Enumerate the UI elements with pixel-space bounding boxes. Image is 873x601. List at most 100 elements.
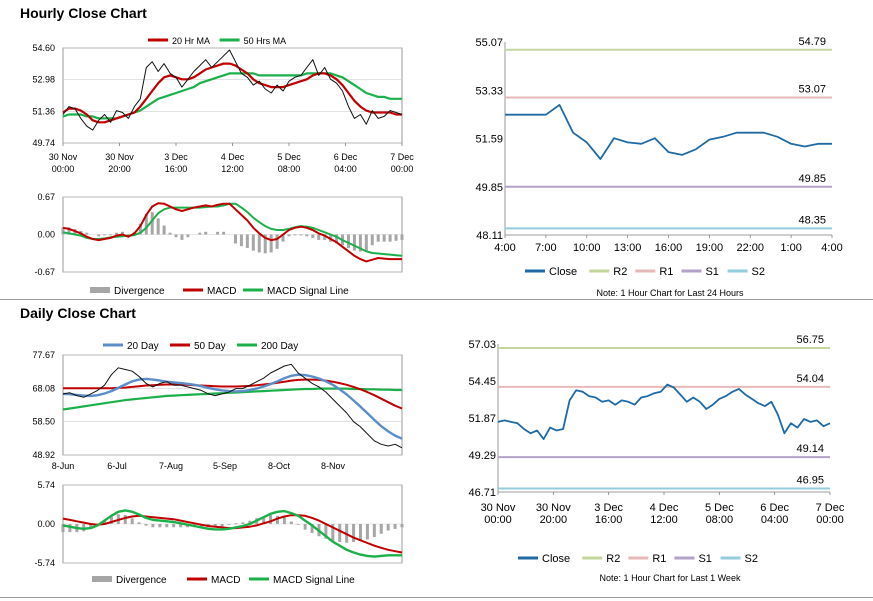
y-tick-label: 49.85 [475, 182, 503, 194]
divergence-bar [168, 232, 172, 235]
divergence-bar [376, 234, 380, 242]
legend-label-macd: MACD [207, 286, 236, 297]
series-macd-signal-line [62, 514, 403, 554]
x-tick-label: 13:00 [614, 242, 642, 254]
x-tick-label: 08:00 [278, 164, 301, 174]
level-label-r1: 54.04 [796, 373, 824, 385]
divergence-bar [386, 524, 390, 531]
plot-frame [62, 354, 403, 456]
divergence-bar [400, 234, 404, 240]
divergence-bar [352, 524, 356, 542]
section-divider [0, 299, 873, 300]
divergence-bar [68, 524, 72, 533]
y-tick-label: 51.36 [32, 106, 55, 116]
divergence-bar [120, 231, 124, 235]
x-tick-label: 4:00 [821, 242, 842, 254]
divergence-bar [248, 520, 252, 524]
divergence-bar [251, 234, 255, 251]
daily-macd-chart: 5.74 0.00 -5.74 Divergence MACD MACD Signal L… [34, 480, 404, 586]
y-tick-label: 58.50 [32, 417, 55, 427]
series-20-hr-ma [62, 62, 402, 124]
y-tick-label: 5.74 [37, 480, 55, 490]
series-macd-signal-line [62, 202, 403, 257]
divergence-bar [335, 234, 339, 244]
hourly-price-chart: 54.60 52.98 51.36 49.74 30 Nov 00:00 30 Nov 20:… [32, 36, 414, 174]
x-tick-label: 6 Dec [760, 502, 789, 514]
y-tick-label: 57.03 [468, 339, 496, 351]
y-tick-label: 0.67 [37, 192, 55, 202]
hourly-24h-chart: 55.07 53.33 51.59 49.85 48.11 54.79 53.07 49.85… [475, 36, 842, 278]
x-tick-label: 12:00 [221, 164, 244, 174]
divergence-bar [137, 522, 141, 524]
legend-label-macd-signal-line: MACD Signal Line [267, 286, 349, 297]
y-tick-label: 54.45 [468, 376, 496, 388]
legend-label-divergence: Divergence [116, 575, 167, 586]
series-close [505, 104, 832, 160]
divergence-bar [85, 232, 89, 235]
x-tick-label: 12:00 [650, 514, 678, 526]
x-tick-label: 3 Dec [164, 152, 188, 162]
y-tick-label: 77.67 [32, 350, 55, 360]
y-tick-label: 52.98 [32, 75, 55, 85]
divergence-bar [179, 524, 183, 528]
legend-label-s1: S1 [705, 266, 718, 278]
divergence-bar [97, 234, 101, 237]
divergence-bar [382, 234, 386, 242]
divergence-bar [346, 234, 350, 248]
divergence-bar [123, 515, 127, 524]
divergence-bar [400, 524, 404, 528]
divergence-bar [257, 234, 261, 253]
divergence-bar [338, 524, 342, 542]
series-close [497, 383, 831, 440]
y-tick-label: 68.08 [32, 383, 55, 393]
series-close [62, 49, 403, 131]
divergence-bar [144, 213, 148, 235]
x-tick-label: 3 Dec [594, 502, 623, 514]
divergence-bar [144, 524, 148, 526]
divergence-bar [239, 234, 243, 247]
divergence-bar [158, 524, 162, 528]
x-tick-label: 04:00 [761, 514, 789, 526]
divergence-bar [151, 524, 155, 528]
x-tick-label: 20:00 [540, 514, 568, 526]
x-tick-label: 8-Nov [321, 461, 346, 471]
divergence-bar [162, 225, 166, 235]
y-tick-label: -5.74 [34, 558, 55, 568]
x-tick-label: 5-Sep [213, 461, 237, 471]
divergence-bar [109, 516, 113, 524]
divergence-bar [282, 517, 286, 524]
x-tick-label: 7-Aug [159, 461, 183, 471]
legend-label-s2: S2 [752, 266, 765, 278]
y-tick-label: 51.87 [468, 413, 496, 425]
x-tick-label: 6-Jul [107, 461, 127, 471]
divergence-bar [180, 234, 184, 240]
divergence-bar [388, 234, 392, 242]
divergence-bar [303, 524, 307, 530]
y-tick-label: 51.59 [475, 134, 503, 146]
daily-price-chart: 77.67 68.08 58.50 48.928-Jun 6-Jul 7-Aug 5-Sep… [32, 341, 403, 471]
divergence-bar [220, 524, 224, 527]
x-tick-label: 6 Dec [334, 152, 358, 162]
legend-label-50-hrs-ma: 50 Hrs MA [244, 36, 287, 46]
x-tick-label: 20:00 [108, 164, 131, 174]
divergence-bar [109, 234, 113, 236]
x-tick-label: 00:00 [391, 164, 414, 174]
x-tick-label: 04:00 [334, 164, 357, 174]
x-tick-label: 08:00 [706, 514, 734, 526]
y-tick-label: 0.00 [37, 519, 55, 529]
legend-label-s2: S2 [745, 553, 758, 565]
divergence-bar [103, 234, 107, 236]
divergence-bar [198, 232, 202, 235]
divergence-bar [275, 515, 279, 524]
divergence-bar [365, 524, 369, 540]
legend-swatch-divergence [92, 576, 112, 582]
series-20-day [62, 373, 403, 440]
level-label-r2: 54.79 [798, 36, 826, 48]
legend-label-20-hr-ma: 20 Hr MA [172, 36, 210, 46]
x-tick-label: 00:00 [52, 164, 75, 174]
x-tick-label: 00:00 [484, 514, 512, 526]
x-tick-label: 30 Nov [481, 502, 516, 514]
divergence-bar [317, 234, 321, 240]
legend-label-r1: R1 [652, 553, 666, 565]
x-tick-label: 7:00 [535, 242, 556, 254]
